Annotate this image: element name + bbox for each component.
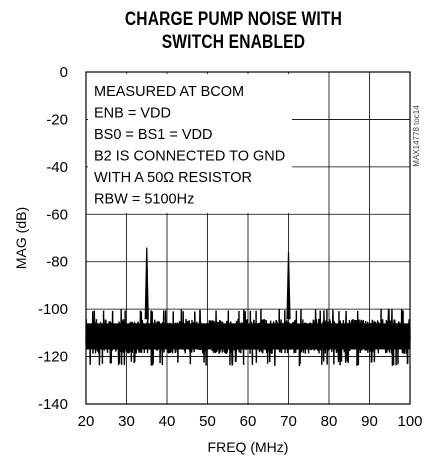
spur-peak [144, 247, 149, 320]
chart-title: CHARGE PUMP NOISE WITH SWITCH ENABLED [76, 8, 391, 54]
annotation-line: ENB = VDD [94, 106, 171, 122]
y-tick-label: -60 [46, 206, 68, 223]
annotation-line: B2 IS CONNECTED TO GND [94, 149, 285, 165]
y-tick-label: 0 [60, 64, 68, 81]
x-tick-label: 50 [199, 413, 216, 430]
y-tick-label: -80 [46, 254, 68, 271]
annotation-line: RBW = 5100Hz [94, 192, 194, 208]
spur-peak [286, 252, 291, 320]
x-tick-label: 40 [159, 413, 176, 430]
annotation-line: BS0 = BS1 = VDD [94, 127, 212, 143]
noise-floor-band [86, 323, 410, 350]
plot-frame [85, 71, 411, 405]
y-tick-label: -100 [38, 301, 68, 318]
x-tick-label: 90 [361, 413, 378, 430]
x-tick-label: 30 [118, 413, 135, 430]
x-tick-label: 20 [78, 413, 95, 430]
x-tick-label: 70 [280, 413, 297, 430]
annotation-line: MEASURED AT BCOM [94, 84, 244, 100]
annotation: MEASURED AT BCOM ENB = VDD BS0 = BS1 = VDD… [94, 84, 285, 208]
series-trace [85, 247, 411, 367]
x-tick-label: 80 [321, 413, 338, 430]
annotation-box [88, 74, 292, 213]
y-tick-label: -20 [46, 111, 68, 128]
figure-id: MAX14778 toc14 [412, 105, 421, 167]
x-tick-label: 60 [240, 413, 257, 430]
annotation-line: WITH A 50Ω RESISTOR [94, 170, 252, 186]
y-axis-ticks: 0 -20 -40 -60 -80 -100 -120 -140 [38, 64, 68, 413]
y-axis-label: MAG (dB) [13, 207, 29, 269]
x-tick-label: 100 [397, 413, 422, 430]
y-tick-label: -140 [38, 396, 68, 413]
chart-title-line-2: SWITCH ENABLED [161, 32, 306, 53]
y-tick-label: -120 [38, 349, 68, 366]
x-axis-ticks: 20 30 40 50 60 70 80 90 100 [78, 413, 423, 430]
y-tick-label: -40 [46, 159, 68, 176]
chart-title-line-1: CHARGE PUMP NOISE WITH [124, 9, 343, 30]
x-axis-label: FREQ (MHz) [208, 439, 289, 455]
